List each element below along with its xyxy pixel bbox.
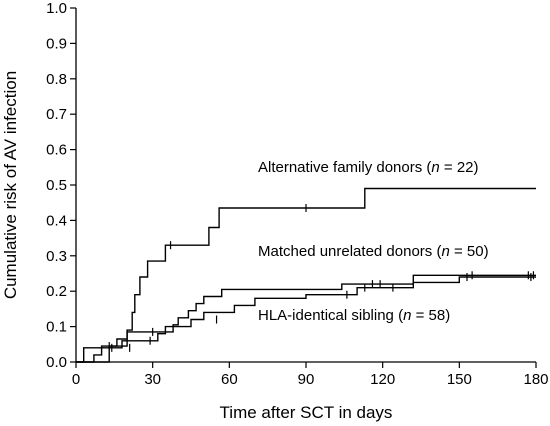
series-label-hla-identical-sibling: HLA-identical sibling (n = 58) xyxy=(258,307,450,324)
y-tick-label: 1.0 xyxy=(46,0,67,17)
y-tick-label: 0.5 xyxy=(46,177,67,194)
y-tick-label: 0.1 xyxy=(46,319,67,336)
axes: 0 30 60 90 120 150 180 0.0 0.1 0.2 0.3 0.4 0.5 0.6 0.7… xyxy=(46,0,548,388)
x-tick-label: 60 xyxy=(221,371,238,388)
x-tick-label: 0 xyxy=(72,371,80,388)
x-tick-label: 180 xyxy=(523,371,548,388)
y-tick-label: 0.4 xyxy=(46,212,67,229)
series-label-alternative-family: Alternative family donors (n = 22) xyxy=(258,159,479,176)
series-line-2 xyxy=(76,276,536,363)
y-tick-label: 0.7 xyxy=(46,106,67,123)
x-tick-label: 120 xyxy=(370,371,395,388)
y-axis-label: Cumulative risk of AV infection xyxy=(1,71,20,299)
x-tick-label: 30 xyxy=(144,371,161,388)
x-tick-label: 90 xyxy=(298,371,315,388)
y-tick-label: 0.2 xyxy=(46,283,67,300)
y-tick-label: 0.6 xyxy=(46,142,67,159)
series-layer xyxy=(76,187,536,363)
y-tick-label: 0.0 xyxy=(46,354,67,371)
series-line-1 xyxy=(76,274,536,363)
x-axis-label: Time after SCT in days xyxy=(220,403,393,422)
y-tick-label: 0.9 xyxy=(46,35,67,52)
y-tick-label: 0.8 xyxy=(46,71,67,88)
y-tick-label: 0.3 xyxy=(46,248,67,265)
x-tick-label: 150 xyxy=(447,371,472,388)
series-label-matched-unrelated: Matched unrelated donors (n = 50) xyxy=(258,243,489,260)
